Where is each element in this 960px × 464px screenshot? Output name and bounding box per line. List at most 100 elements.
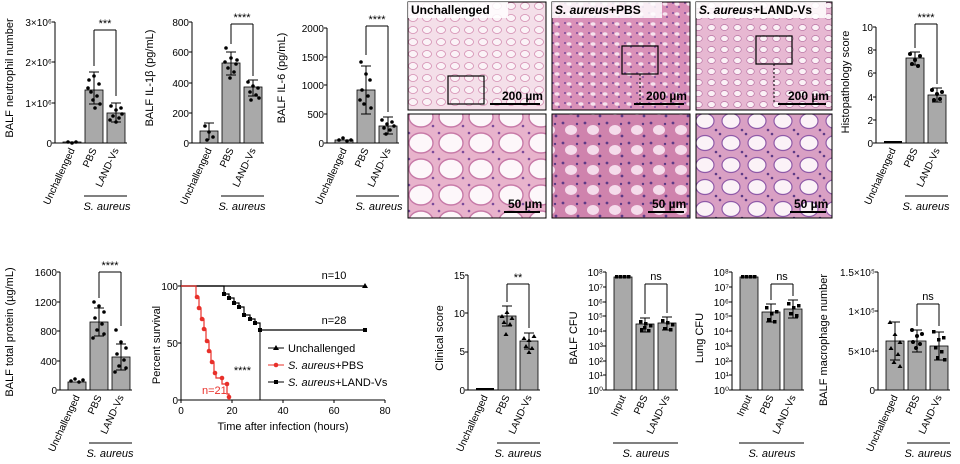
significance-label: **** bbox=[101, 260, 119, 272]
bar bbox=[761, 311, 781, 391]
tick-label-y: 10³ bbox=[589, 342, 604, 353]
tick-label-y: 6 bbox=[867, 69, 873, 80]
tick-label-y: 0 bbox=[183, 139, 189, 150]
category-label: PBS bbox=[902, 146, 921, 169]
tick-label-y: 10⁶ bbox=[714, 298, 729, 309]
tick-label-y: 1000 bbox=[302, 81, 325, 92]
group-label: S. aureus bbox=[218, 201, 266, 213]
tick-label-y: 10¹ bbox=[589, 371, 604, 382]
data-points bbox=[69, 300, 128, 384]
micrograph-unchallenged-high bbox=[407, 113, 547, 219]
chart-histopathology: Histopathology score 0 2 4 6 8 10 **** U… bbox=[840, 12, 950, 213]
zoom-box bbox=[447, 75, 485, 105]
tick-label-y: 0 bbox=[867, 139, 873, 150]
category-label: Unchallenged bbox=[314, 147, 350, 207]
data-points bbox=[741, 275, 801, 324]
chart-clinical-score: Clinical score 0 5 10 15 ** Unchallenged… bbox=[434, 271, 542, 460]
tick-label-y: 50 bbox=[167, 339, 179, 350]
group-label: S. aureus bbox=[494, 448, 542, 460]
scale-bar-label: 200 µm bbox=[646, 89, 687, 103]
tick-label-x: 60 bbox=[328, 406, 340, 417]
significance-label: **** bbox=[917, 12, 935, 24]
legend-label: S. aureus+LAND-Vs bbox=[288, 377, 388, 389]
tick-label-y: 5×10⁴ bbox=[848, 347, 875, 358]
tick-label-y: 10⁰ bbox=[588, 386, 603, 397]
micrograph-caption: S. aureus+LAND-Vs bbox=[699, 3, 812, 17]
micrograph-pbs-high bbox=[551, 113, 691, 219]
significance-label: **** bbox=[234, 365, 252, 377]
chart-total-protein: BALF total protein (µg/mL) 0 400 800 120… bbox=[4, 260, 134, 460]
y-axis-label: Histopathology score bbox=[840, 31, 852, 134]
y-axis-label: BALF macrophage number bbox=[818, 274, 830, 406]
category-label: PBS bbox=[632, 393, 651, 416]
significance-label: **** bbox=[233, 12, 251, 24]
y-axis-label: BALF IL-6 (pg/mL) bbox=[276, 33, 288, 123]
category-label: Unchallenged bbox=[47, 394, 83, 454]
n-label: n=28 bbox=[322, 315, 347, 327]
tick-label-y: 4 bbox=[867, 93, 873, 104]
bar bbox=[783, 308, 803, 391]
tick-label-y: 600 bbox=[172, 48, 189, 59]
group-label: S. aureus bbox=[902, 201, 950, 213]
tick-label-y: 10² bbox=[715, 357, 730, 368]
tick-label-y: 0 bbox=[46, 139, 52, 150]
tick-label-y: 10⁵ bbox=[714, 312, 729, 323]
series-marker-unchallenged bbox=[362, 283, 368, 288]
micrograph-caption: S. aureus+PBS bbox=[555, 3, 641, 17]
category-label: Unchallenged bbox=[455, 394, 491, 454]
tick-label-y: 1600 bbox=[35, 268, 58, 279]
data-points bbox=[908, 52, 944, 102]
tick-label-y: 100 bbox=[161, 282, 178, 293]
bar bbox=[334, 139, 354, 144]
bar bbox=[613, 276, 633, 391]
tick-label-y: 10¹ bbox=[715, 371, 730, 382]
scale-bar-label: 200 µm bbox=[788, 89, 829, 103]
data-points bbox=[203, 46, 261, 142]
tick-label-y: 15 bbox=[454, 271, 466, 282]
tick-label-y: 0 bbox=[51, 386, 57, 397]
tick-label-y: 10 bbox=[862, 23, 874, 34]
category-label: Unchallenged bbox=[863, 147, 899, 207]
scale-bar-label: 50 µm bbox=[794, 197, 828, 211]
tick-label-y: 10⁶ bbox=[588, 298, 603, 309]
chart-macrophage: BALF macrophage number 0 5×10⁴ 1×10⁵ 1.5… bbox=[818, 268, 952, 460]
scale-bar-label: 50 µm bbox=[652, 197, 686, 211]
x-axis-label: Time after infection (hours) bbox=[217, 421, 348, 433]
tick-label-y: 200 bbox=[172, 109, 189, 120]
tick-label-y: 1.5×10⁵ bbox=[840, 268, 875, 279]
tick-label-y: 10³ bbox=[715, 342, 730, 353]
tick-label-y: 2×10⁶ bbox=[25, 58, 52, 69]
category-label: PBS bbox=[81, 146, 100, 169]
legend-label: Unchallenged bbox=[288, 343, 355, 355]
group-label: S. aureus bbox=[86, 448, 134, 460]
data-points bbox=[499, 310, 537, 354]
tick-label-y: 500 bbox=[307, 110, 324, 121]
bar bbox=[635, 323, 655, 391]
significance-label: ns bbox=[922, 291, 934, 303]
tick-label-y: 800 bbox=[40, 327, 57, 338]
tick-label-x: 40 bbox=[277, 406, 289, 417]
scale-bar-label: 200 µm bbox=[502, 89, 543, 103]
tick-label-y: 10⁰ bbox=[714, 386, 729, 397]
significance-label: ns bbox=[776, 271, 788, 283]
category-label: PBS bbox=[86, 393, 105, 416]
significance-label: **** bbox=[368, 14, 386, 26]
tick-label-y: 400 bbox=[40, 357, 57, 368]
chart-lung-cfu: Lung CFU 10⁰ 10¹ 10² 10³ 10⁴ 10⁵ 10⁶ 10⁷… bbox=[694, 268, 804, 460]
category-label: Unchallenged bbox=[42, 147, 78, 207]
tick-label-y: 10² bbox=[589, 357, 604, 368]
tick-label-y: 8 bbox=[867, 46, 873, 57]
histology-micrographs: Unchallenged S. aureus+PBS S. aureus+LAN… bbox=[407, 1, 833, 219]
significance-label: ns bbox=[650, 271, 662, 283]
tick-label-y: 0 bbox=[318, 139, 324, 150]
tick-label-y: 2 bbox=[867, 116, 873, 127]
significance-label: ** bbox=[514, 272, 523, 284]
tick-label-y: 10⁷ bbox=[714, 283, 729, 294]
tick-label-y: 2000 bbox=[302, 24, 325, 35]
category-label: PBS bbox=[218, 146, 237, 169]
tick-label-y: 10⁴ bbox=[588, 327, 603, 338]
tick-label-y: 1×10⁶ bbox=[25, 99, 52, 110]
micrograph-pbs-low bbox=[551, 1, 691, 111]
group-label: S. aureus bbox=[622, 448, 670, 460]
y-axis-label: Clinical score bbox=[434, 305, 446, 370]
